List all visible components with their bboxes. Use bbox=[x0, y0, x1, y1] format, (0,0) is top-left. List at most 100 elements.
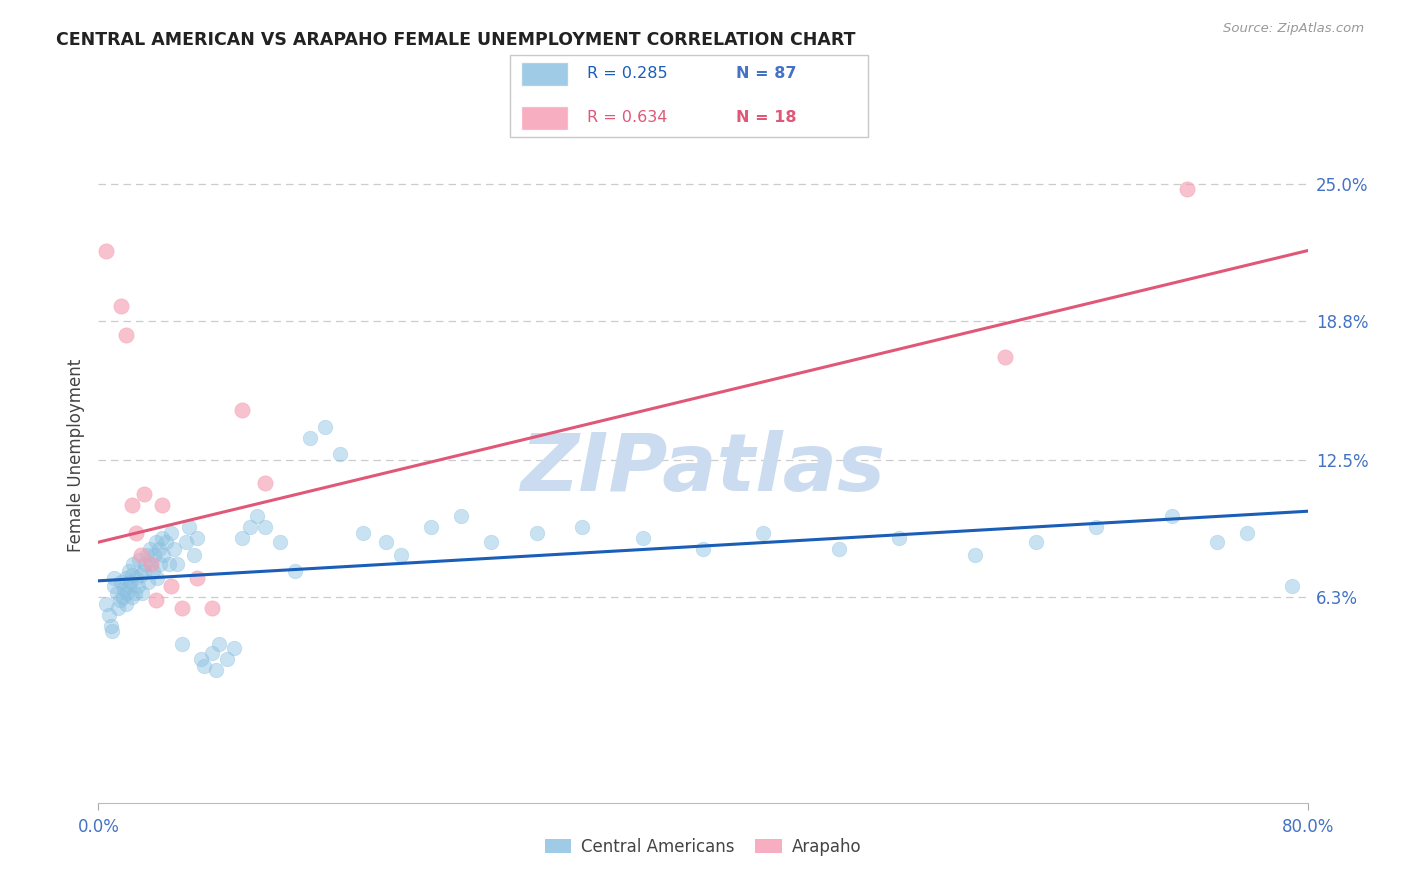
Point bbox=[107, 601, 129, 615]
Point bbox=[889, 531, 911, 545]
Point bbox=[299, 431, 322, 445]
Point bbox=[231, 402, 253, 417]
FancyBboxPatch shape bbox=[510, 55, 868, 136]
Point bbox=[152, 549, 174, 563]
Point bbox=[994, 350, 1017, 364]
Point bbox=[111, 591, 134, 605]
Point bbox=[752, 526, 775, 541]
Point bbox=[110, 574, 132, 589]
Point bbox=[149, 558, 172, 572]
Point bbox=[174, 535, 197, 549]
Point bbox=[132, 486, 155, 500]
Point bbox=[145, 592, 167, 607]
Point bbox=[145, 535, 167, 549]
Point bbox=[98, 608, 121, 623]
Point bbox=[124, 586, 146, 600]
Text: R = 0.634: R = 0.634 bbox=[586, 111, 666, 126]
Point bbox=[253, 475, 276, 490]
Point bbox=[115, 586, 138, 600]
Point bbox=[94, 244, 117, 258]
Point bbox=[108, 592, 131, 607]
Point bbox=[179, 519, 201, 533]
Point bbox=[314, 420, 336, 434]
Point bbox=[160, 579, 183, 593]
Point bbox=[692, 541, 714, 556]
Point bbox=[125, 570, 148, 584]
Point bbox=[101, 624, 124, 638]
Point bbox=[253, 519, 276, 533]
Point bbox=[159, 558, 181, 572]
Point bbox=[134, 558, 156, 572]
Point bbox=[141, 558, 163, 572]
Point bbox=[374, 535, 396, 549]
Point bbox=[135, 549, 157, 563]
Point bbox=[139, 541, 162, 556]
Point bbox=[127, 579, 149, 593]
Point bbox=[131, 586, 153, 600]
Point bbox=[828, 541, 851, 556]
Point bbox=[201, 601, 224, 615]
Point bbox=[183, 549, 205, 563]
Point bbox=[186, 570, 208, 584]
Point bbox=[160, 526, 183, 541]
Y-axis label: Female Unemployment: Female Unemployment bbox=[66, 359, 84, 551]
Point bbox=[146, 570, 169, 584]
Point bbox=[231, 531, 253, 545]
Point bbox=[150, 498, 173, 512]
Point bbox=[1175, 182, 1198, 196]
Point bbox=[110, 299, 132, 313]
FancyBboxPatch shape bbox=[520, 106, 568, 130]
Point bbox=[129, 568, 152, 582]
Point bbox=[1085, 519, 1108, 533]
Point bbox=[215, 652, 238, 666]
Point bbox=[103, 579, 125, 593]
Point bbox=[526, 526, 548, 541]
Point bbox=[571, 519, 593, 533]
Point bbox=[170, 637, 193, 651]
Point bbox=[420, 519, 443, 533]
Point bbox=[114, 327, 136, 342]
Point bbox=[208, 637, 231, 651]
Point bbox=[193, 658, 215, 673]
Point bbox=[142, 564, 165, 578]
Point bbox=[450, 508, 472, 523]
Point bbox=[120, 574, 142, 589]
Point bbox=[121, 498, 143, 512]
Point bbox=[1206, 535, 1229, 549]
Point bbox=[132, 564, 155, 578]
Point bbox=[150, 531, 173, 545]
Point bbox=[269, 535, 291, 549]
Point bbox=[163, 541, 186, 556]
Text: N = 87: N = 87 bbox=[737, 66, 797, 81]
Point bbox=[114, 597, 136, 611]
Point bbox=[155, 535, 177, 549]
Text: Source: ZipAtlas.com: Source: ZipAtlas.com bbox=[1223, 22, 1364, 36]
Point bbox=[170, 601, 193, 615]
Point bbox=[121, 568, 143, 582]
Point bbox=[94, 597, 117, 611]
Point bbox=[105, 586, 128, 600]
Point bbox=[114, 570, 136, 584]
Point bbox=[284, 564, 307, 578]
Point bbox=[122, 558, 145, 572]
Point bbox=[631, 531, 654, 545]
Point bbox=[246, 508, 269, 523]
Point bbox=[389, 549, 412, 563]
Text: ZIPatlas: ZIPatlas bbox=[520, 430, 886, 508]
Point bbox=[112, 582, 135, 596]
FancyBboxPatch shape bbox=[520, 62, 568, 86]
Legend: Central Americans, Arapaho: Central Americans, Arapaho bbox=[537, 830, 869, 864]
Text: R = 0.285: R = 0.285 bbox=[586, 66, 668, 81]
Point bbox=[128, 553, 150, 567]
Point bbox=[329, 447, 352, 461]
Point bbox=[100, 619, 122, 633]
Point bbox=[1160, 508, 1182, 523]
Point bbox=[1024, 535, 1046, 549]
Point bbox=[118, 564, 141, 578]
Point bbox=[148, 541, 170, 556]
Point bbox=[121, 591, 143, 605]
Point bbox=[965, 549, 987, 563]
Point bbox=[481, 535, 503, 549]
Point bbox=[118, 579, 141, 593]
Point bbox=[1281, 579, 1303, 593]
